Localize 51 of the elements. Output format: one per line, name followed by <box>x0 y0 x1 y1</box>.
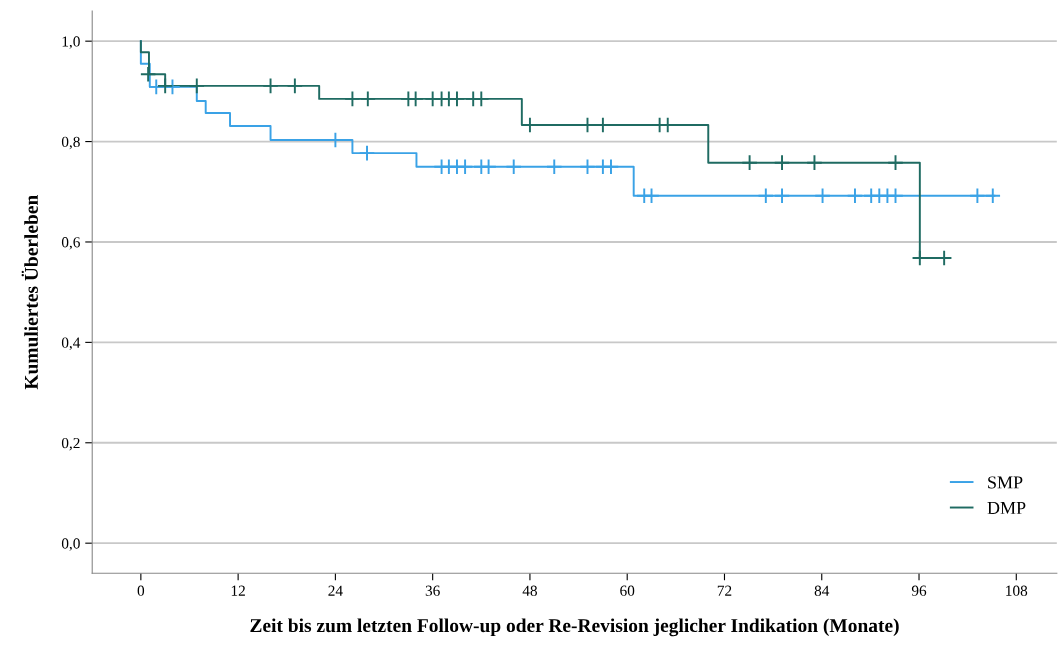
point <box>969 187 986 205</box>
x-tick-label: 36 <box>425 585 440 596</box>
point <box>188 77 206 95</box>
y-tick-label: 0,2 <box>61 437 80 451</box>
x-tick-label: 12 <box>231 585 245 596</box>
point <box>846 187 864 205</box>
x-axis-title: Zeit bis zum letzten Follow-up oder Re-Revision jeglicher Indikation (Monate) <box>250 618 899 637</box>
point <box>480 158 497 175</box>
x-tick-label: 48 <box>522 585 537 596</box>
point <box>344 90 361 108</box>
y-tick-label: 0,6 <box>61 237 80 250</box>
x-tick-label: 84 <box>814 585 830 596</box>
point <box>984 187 1002 205</box>
point <box>139 66 157 83</box>
point <box>806 154 823 171</box>
point <box>602 158 620 175</box>
point <box>773 154 791 171</box>
point <box>741 154 758 171</box>
point <box>164 78 181 96</box>
x-tick-label: 96 <box>911 585 927 596</box>
y-tick-label: 0,4 <box>61 337 81 351</box>
x-tick-label: 72 <box>717 585 732 596</box>
y-tick-label: 0,0 <box>61 538 80 551</box>
point <box>407 90 424 108</box>
point <box>473 90 490 108</box>
x-tick-label: 108 <box>1006 585 1028 596</box>
point <box>358 144 376 162</box>
y-tick-label: 1,0 <box>62 36 80 49</box>
point <box>456 158 474 175</box>
point <box>359 90 377 108</box>
point <box>546 158 563 175</box>
point <box>887 154 904 171</box>
point <box>448 90 466 108</box>
x-tick-label: 60 <box>620 585 635 596</box>
y-tick-label: 0,8 <box>61 136 80 150</box>
legend-label: SMP <box>988 476 1023 489</box>
point <box>643 187 660 205</box>
x-tick-label: 24 <box>328 585 343 596</box>
legend-label: DMP <box>987 502 1026 514</box>
point <box>156 77 174 95</box>
point <box>887 187 904 205</box>
point <box>505 158 522 175</box>
point <box>262 77 279 95</box>
point <box>757 187 775 205</box>
point <box>814 187 831 205</box>
point <box>579 158 596 175</box>
x-tick-label: 0 <box>137 585 145 596</box>
point <box>773 187 791 205</box>
point <box>148 78 165 96</box>
point <box>286 77 304 95</box>
y-axis-title: Kumuliertes Überleben <box>21 194 38 390</box>
